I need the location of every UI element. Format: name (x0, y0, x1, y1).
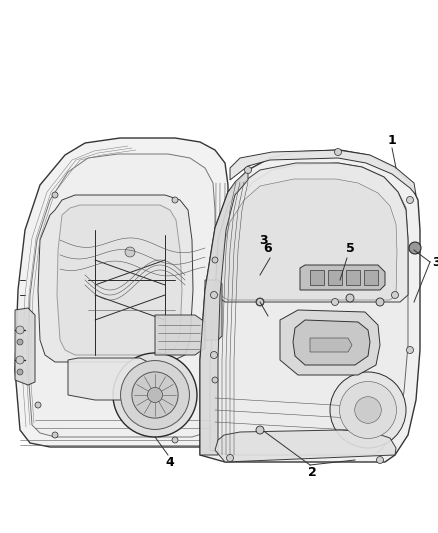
Polygon shape (57, 205, 182, 355)
Circle shape (120, 360, 190, 430)
Polygon shape (15, 308, 35, 385)
Circle shape (244, 166, 251, 174)
Polygon shape (328, 270, 342, 285)
Circle shape (16, 356, 24, 364)
Circle shape (406, 197, 413, 204)
Circle shape (346, 294, 354, 302)
Text: 4: 4 (166, 456, 174, 469)
Circle shape (339, 382, 396, 439)
Circle shape (52, 192, 58, 198)
Polygon shape (280, 310, 380, 375)
Circle shape (406, 346, 413, 353)
Polygon shape (210, 163, 408, 455)
Circle shape (256, 298, 264, 306)
Polygon shape (300, 265, 385, 290)
Polygon shape (200, 150, 420, 462)
Circle shape (132, 372, 178, 418)
Circle shape (211, 351, 218, 359)
Circle shape (17, 369, 23, 375)
Polygon shape (220, 179, 397, 300)
Polygon shape (205, 280, 222, 340)
Text: 3: 3 (432, 255, 438, 269)
Circle shape (335, 149, 342, 156)
Circle shape (172, 197, 178, 203)
Circle shape (35, 402, 41, 408)
Polygon shape (230, 150, 416, 195)
Text: 1: 1 (388, 133, 396, 147)
Circle shape (16, 326, 24, 334)
Polygon shape (293, 320, 370, 365)
Circle shape (409, 242, 421, 254)
Circle shape (211, 292, 218, 298)
Circle shape (256, 426, 264, 434)
Polygon shape (68, 358, 148, 400)
Polygon shape (364, 270, 378, 285)
Text: 6: 6 (264, 241, 272, 254)
Circle shape (125, 247, 135, 257)
Circle shape (355, 397, 381, 423)
Polygon shape (38, 195, 193, 362)
Circle shape (148, 387, 162, 402)
Circle shape (376, 298, 384, 306)
Circle shape (226, 455, 233, 462)
Circle shape (212, 257, 218, 263)
Circle shape (113, 353, 197, 437)
Circle shape (52, 432, 58, 438)
Text: 2: 2 (307, 465, 316, 479)
Circle shape (257, 298, 264, 305)
Text: 3: 3 (259, 233, 267, 246)
Circle shape (330, 372, 406, 448)
Polygon shape (310, 270, 324, 285)
Polygon shape (15, 138, 228, 447)
Text: 5: 5 (346, 241, 354, 254)
Polygon shape (155, 315, 205, 355)
Polygon shape (28, 154, 215, 437)
Polygon shape (346, 270, 360, 285)
Polygon shape (215, 430, 396, 462)
Circle shape (172, 437, 178, 443)
Polygon shape (215, 163, 408, 302)
Circle shape (17, 339, 23, 345)
Polygon shape (310, 338, 352, 352)
Circle shape (332, 298, 339, 305)
Circle shape (212, 377, 218, 383)
Circle shape (377, 456, 384, 464)
Polygon shape (200, 170, 248, 455)
Circle shape (392, 292, 399, 298)
